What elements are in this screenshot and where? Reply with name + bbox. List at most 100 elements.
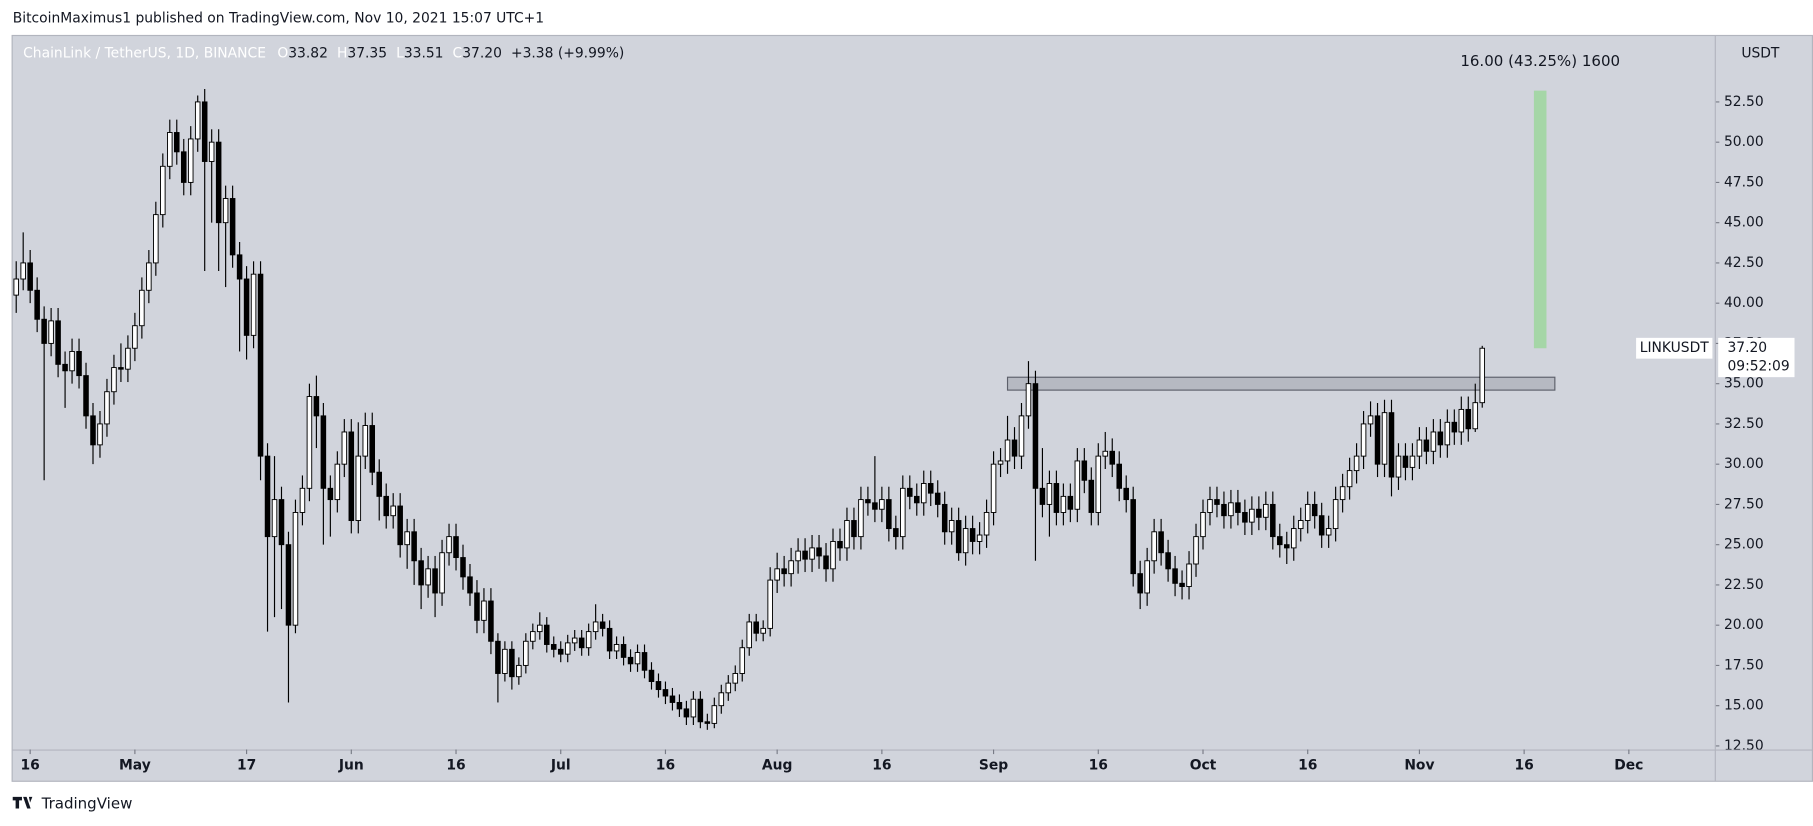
candle-body (222, 198, 229, 224)
candle-body (404, 531, 410, 546)
ohlc-value: 37.20 (462, 45, 502, 61)
x-tick-label: Jul (550, 758, 571, 774)
candle-body (865, 499, 871, 504)
y-tick-label: 25.00 (1724, 537, 1764, 553)
y-tick-label: 15.00 (1724, 698, 1764, 714)
candle-body (1109, 450, 1116, 465)
axis-unit: USDT (1741, 45, 1780, 61)
candle-body (1193, 536, 1199, 565)
candle-body (495, 640, 501, 674)
candle-body (1207, 499, 1213, 513)
candle-body (41, 318, 47, 344)
candle-body (1444, 421, 1451, 446)
candle-body (620, 644, 627, 658)
candle-body (816, 547, 822, 557)
candle-body (585, 631, 592, 649)
candle-body (537, 624, 543, 633)
candle-body (1360, 423, 1367, 457)
candle-body (1165, 552, 1171, 570)
candle-body (13, 278, 19, 296)
ohlc-letter: O (277, 45, 288, 61)
candle-body (146, 262, 152, 291)
candle-body (257, 273, 264, 457)
candle-body (376, 471, 382, 497)
candle-body (1346, 470, 1353, 488)
candle-body (718, 692, 725, 707)
candle-body (1430, 431, 1437, 452)
candle-body (243, 278, 250, 336)
candle-body (1130, 499, 1136, 575)
candle-body (1290, 528, 1297, 549)
candle-body (488, 600, 494, 642)
candle-body (802, 550, 808, 560)
candle-body (48, 320, 54, 344)
candle-body (676, 701, 683, 710)
candle-body (174, 132, 180, 153)
x-tick-label: 16 (1298, 758, 1317, 774)
y-tick-label: 40.00 (1724, 295, 1764, 311)
candle-body (1381, 412, 1388, 465)
candle-body (348, 431, 355, 521)
candle-body (153, 214, 159, 264)
y-tick-label: 20.00 (1724, 617, 1764, 633)
candle-body (732, 673, 739, 684)
candle-body (97, 423, 103, 446)
candle-body (767, 579, 773, 629)
candle-body (683, 708, 690, 718)
candle-body (634, 652, 641, 665)
candle-body (1277, 536, 1283, 546)
candle-body (1353, 455, 1360, 472)
x-tick-label: Nov (1404, 758, 1434, 774)
y-tick-label: 50.00 (1724, 134, 1764, 150)
candle-body (781, 568, 787, 575)
candle-body (969, 528, 976, 542)
candle-body (69, 351, 75, 372)
price-axis: 12.50 15.00 17.50 20.00 22.50 25.00 27.50 30.00… (1715, 94, 1764, 749)
candle-body (1102, 450, 1109, 457)
candle-body (914, 495, 920, 504)
candle-body (976, 534, 983, 542)
candle-body (1325, 528, 1332, 536)
overlay: LINKUSDT 37.20 09:52:09 16.00 (43.25%) 1600 (1460, 52, 1795, 378)
candle-body (1465, 408, 1472, 430)
candle-body (530, 631, 536, 642)
candle-body (1221, 503, 1227, 517)
candle-body (1158, 531, 1164, 554)
candle-body (27, 262, 33, 291)
candle-body (1214, 499, 1220, 505)
candle-body (264, 455, 271, 538)
bar-countdown: 09:52:09 (1727, 359, 1789, 375)
candle-body (1409, 455, 1416, 468)
candle-body (474, 592, 480, 621)
candle-body (1060, 495, 1067, 513)
candle-body (425, 568, 431, 586)
candle-body (893, 528, 899, 538)
candle-body (550, 644, 557, 650)
candle-body (1249, 508, 1255, 523)
candle-body (962, 528, 969, 554)
candle-body (557, 648, 564, 655)
candle-body (795, 550, 801, 562)
x-tick-label: 16 (446, 758, 465, 774)
candle-body (900, 487, 906, 538)
candle-body (327, 487, 334, 501)
candle-body (907, 487, 913, 497)
candle-body (229, 198, 236, 256)
candle-body (1018, 415, 1025, 457)
candle-body (592, 621, 599, 633)
candle-body (1451, 421, 1458, 433)
candle-body (746, 621, 752, 649)
x-tick-label: 17 (237, 758, 256, 774)
candle-body (208, 141, 215, 162)
candle-body (955, 520, 962, 554)
projection-label: 16.00 (43.25%) 1600 (1460, 52, 1620, 70)
candle-body (83, 375, 89, 417)
candle-body (1151, 531, 1157, 562)
candle-body (697, 698, 704, 723)
symbol-tag: LINKUSDT (1640, 340, 1710, 356)
y-tick-label: 45.00 (1724, 215, 1764, 231)
candle-body (509, 648, 515, 678)
candle-body (1123, 487, 1129, 501)
candle-body (830, 540, 836, 570)
